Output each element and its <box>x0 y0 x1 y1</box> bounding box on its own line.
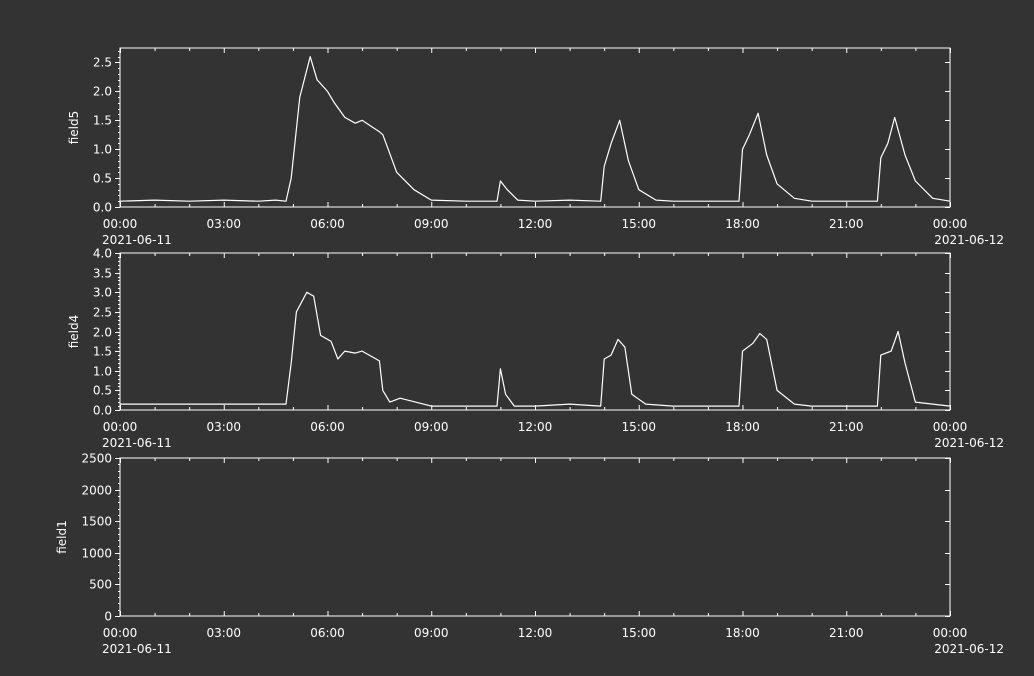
x-date-label: 2021-06-12 <box>934 436 1004 450</box>
y-tick-label: 1500 <box>81 515 112 529</box>
x-tick-label: 06:00 <box>310 217 345 231</box>
x-tick-label: 12:00 <box>518 420 553 434</box>
x-date-label: 2021-06-11 <box>102 436 172 450</box>
x-tick-label: 18:00 <box>725 626 760 640</box>
y-tick-label: 2.0 <box>93 326 112 340</box>
y-tick-label: 0.5 <box>93 172 112 186</box>
x-date-label: 2021-06-11 <box>102 642 172 656</box>
x-date-label: 2021-06-11 <box>102 233 172 247</box>
x-tick-label: 15:00 <box>621 420 656 434</box>
plot-frame <box>119 252 951 411</box>
y-axis-label: field4 <box>67 315 81 349</box>
panel-field4: 00:00 03:00 06:00 09:00 12:00 15:00 18:00 21:00… <box>67 247 1004 451</box>
series-line <box>120 291 951 407</box>
x-tick-label: 06:00 <box>310 626 345 640</box>
x-tick-label: 15:00 <box>621 217 656 231</box>
y-axis-label: field1 <box>55 520 69 554</box>
x-tick-label: 00:00 <box>933 217 968 231</box>
plot-frame <box>119 47 951 208</box>
x-tick-label: 15:00 <box>621 626 656 640</box>
x-tick-label: 00:00 <box>103 626 138 640</box>
x-tick-label: 00:00 <box>933 626 968 640</box>
panel-field5: 00:00 03:00 06:00 09:00 12:00 15:00 18:00 21:00… <box>67 47 1004 247</box>
y-tick-label: 0.0 <box>93 404 112 418</box>
series-line <box>119 56 951 202</box>
x-tick-label: 09:00 <box>414 420 449 434</box>
x-tick-label: 03:00 <box>206 217 241 231</box>
x-tick-label: 21:00 <box>829 626 864 640</box>
x-tick-label: 06:00 <box>310 420 345 434</box>
x-tick-label: 18:00 <box>725 217 760 231</box>
x-tick-label: 03:00 <box>206 420 241 434</box>
x-tick-label: 00:00 <box>103 420 138 434</box>
x-date-label: 2021-06-12 <box>934 233 1004 247</box>
y-tick-label: 0.5 <box>93 384 112 398</box>
y-tick-label: 1.5 <box>93 114 112 128</box>
y-tick-label: 3.5 <box>93 267 112 281</box>
y-tick-label: 1000 <box>81 547 112 561</box>
x-tick-label: 00:00 <box>933 420 968 434</box>
x-tick-label: 12:00 <box>518 626 553 640</box>
y-tick-label: 2500 <box>81 452 112 466</box>
y-tick-label: 0.0 <box>93 201 112 215</box>
x-date-label: 2021-06-12 <box>934 642 1004 656</box>
y-tick-label: 0 <box>104 610 112 624</box>
y-tick-label: 2.5 <box>93 56 112 70</box>
plot-frame <box>119 457 951 617</box>
x-tick-label: 09:00 <box>414 626 449 640</box>
x-tick-label: 03:00 <box>206 626 241 640</box>
y-tick-label: 1.0 <box>93 143 112 157</box>
x-tick-label: 18:00 <box>725 420 760 434</box>
panel-field1: 00:00 03:00 06:00 09:00 12:00 15:00 18:00 21:00… <box>55 452 1004 657</box>
y-tick-label: 1.5 <box>93 345 112 359</box>
y-tick-label: 2000 <box>81 484 112 498</box>
y-tick-label: 1.0 <box>93 365 112 379</box>
y-axis-label: field5 <box>67 111 81 145</box>
y-tick-label: 500 <box>89 578 112 592</box>
x-tick-label: 21:00 <box>829 420 864 434</box>
y-tick-label: 4.0 <box>93 247 112 261</box>
x-tick-label: 09:00 <box>414 217 449 231</box>
x-tick-label: 00:00 <box>103 217 138 231</box>
y-tick-label: 3.0 <box>93 286 112 300</box>
x-tick-label: 21:00 <box>829 217 864 231</box>
y-tick-label: 2.0 <box>93 85 112 99</box>
x-tick-label: 12:00 <box>518 217 553 231</box>
y-tick-label: 2.5 <box>93 306 112 320</box>
